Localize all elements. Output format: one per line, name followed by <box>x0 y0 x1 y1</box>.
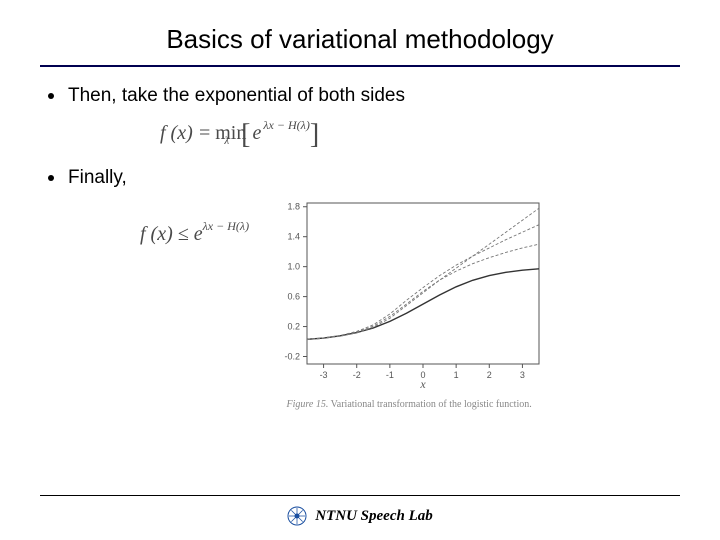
chart-area: -3-2-10123-0.20.20.61.01.41.8x Figure 15… <box>269 195 549 410</box>
eq1-lhs: f (x) = <box>160 122 211 145</box>
svg-text:3: 3 <box>520 370 525 380</box>
equation-2-row: f (x) ≤ e λx − H(λ) -3-2-10123-0.20.20.6… <box>140 199 680 410</box>
chart-caption: Figure 15. Variational transformation of… <box>269 399 549 410</box>
svg-text:1.4: 1.4 <box>288 232 301 242</box>
bullet-2: Finally, <box>40 167 680 189</box>
eq1-sub: λ <box>224 135 229 147</box>
eq1-exp: λx − H(λ) <box>263 118 309 133</box>
slide-title: Basics of variational methodology <box>40 24 680 55</box>
svg-text:-2: -2 <box>353 370 361 380</box>
svg-text:2: 2 <box>487 370 492 380</box>
caption-label: Figure 15. <box>286 399 328 410</box>
bullet-2-text: Finally, <box>68 167 127 189</box>
caption-text: Variational transformation of the logist… <box>331 399 532 410</box>
equation-1-content: f (x) = min λ [ e λx − H(λ) ] <box>160 117 680 149</box>
svg-text:x: x <box>419 377 426 390</box>
slide: Basics of variational methodology Then, … <box>0 0 720 540</box>
footer-rule <box>40 495 680 496</box>
svg-text:-0.2: -0.2 <box>285 352 301 362</box>
svg-text:1.0: 1.0 <box>288 262 301 272</box>
eq2-lhs: f (x) ≤ e <box>140 223 203 246</box>
svg-text:1: 1 <box>454 370 459 380</box>
bullet-dot-icon <box>48 93 54 99</box>
logistic-chart: -3-2-10123-0.20.20.61.01.41.8x <box>269 195 549 390</box>
footer: NTNU Speech Lab <box>0 506 720 526</box>
eq1-lbracket: [ <box>241 119 250 151</box>
equation-2: f (x) ≤ e λx − H(λ) <box>140 223 249 246</box>
eq2-exp: λx − H(λ) <box>203 219 249 234</box>
title-rule <box>40 65 680 67</box>
eq1-rbracket: ] <box>310 119 319 151</box>
equation-1: f (x) = min λ [ e λx − H(λ) ] <box>160 117 680 149</box>
svg-text:1.8: 1.8 <box>288 202 301 212</box>
svg-text:-3: -3 <box>320 370 328 380</box>
bullet-dot-icon <box>48 175 54 181</box>
bullet-1: Then, take the exponential of both sides <box>40 85 680 107</box>
eq1-e: e <box>252 122 261 145</box>
ntnu-logo-icon <box>287 506 307 526</box>
svg-text:-1: -1 <box>386 370 394 380</box>
svg-text:0.6: 0.6 <box>288 292 301 302</box>
footer-lab: NTNU Speech Lab <box>315 508 432 525</box>
bullet-1-text: Then, take the exponential of both sides <box>68 85 405 107</box>
svg-text:0.2: 0.2 <box>288 322 301 332</box>
